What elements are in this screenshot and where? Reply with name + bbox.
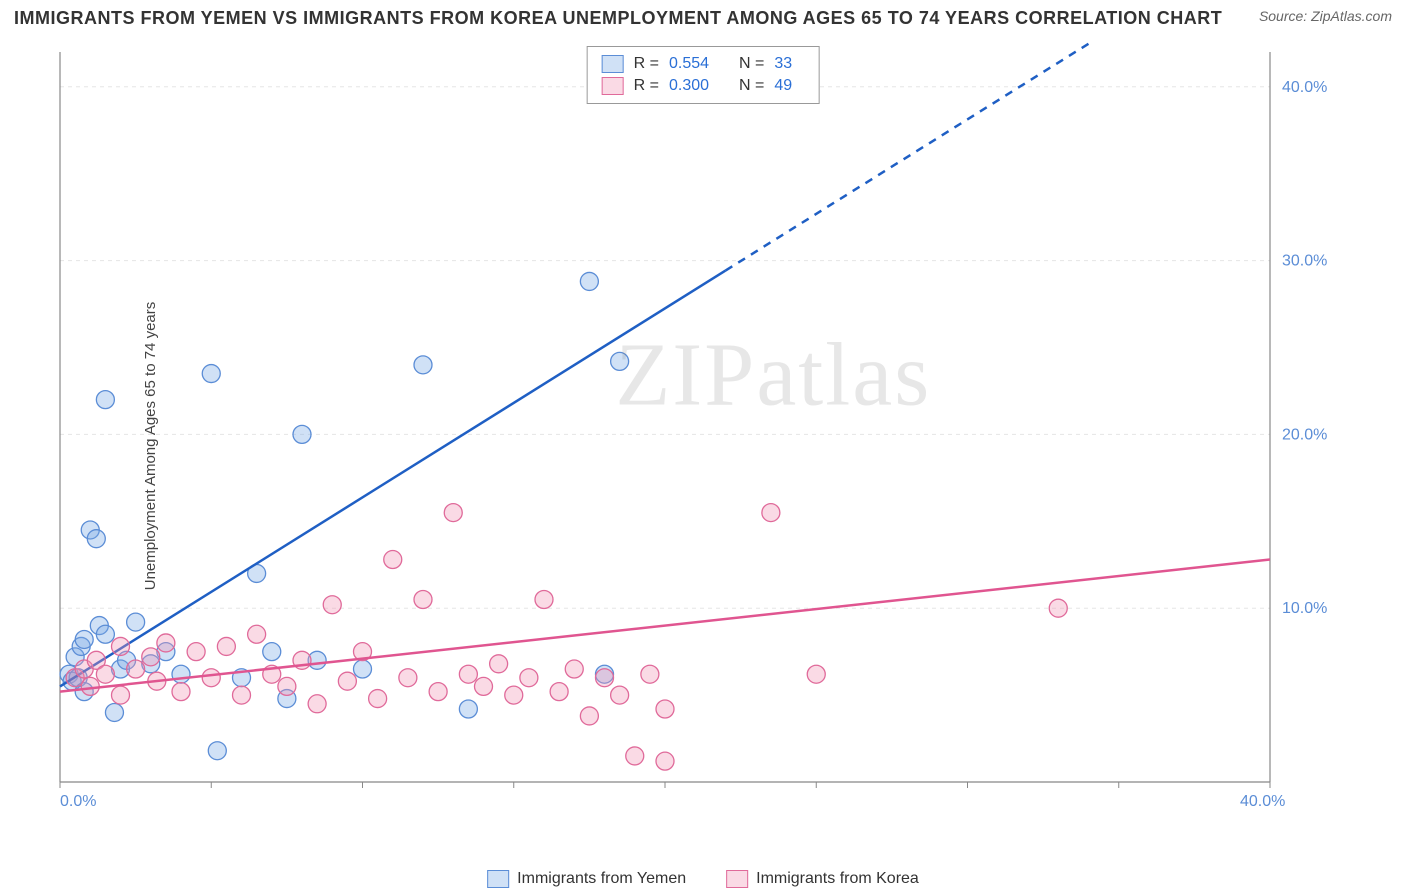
legend-row-korea: R = 0.300 N = 49 xyxy=(602,75,805,97)
svg-text:10.0%: 10.0% xyxy=(1282,600,1327,617)
n-value-korea: 49 xyxy=(774,77,804,95)
n-value-yemen: 33 xyxy=(774,55,804,73)
r-value-korea: 0.300 xyxy=(669,77,729,95)
swatch-korea xyxy=(602,77,624,95)
r-label: R = xyxy=(634,55,659,73)
correlation-legend: R = 0.554 N = 33 R = 0.300 N = 49 xyxy=(587,46,820,104)
svg-text:0.0%: 0.0% xyxy=(60,793,96,810)
svg-text:20.0%: 20.0% xyxy=(1282,426,1327,443)
swatch-yemen xyxy=(602,55,624,73)
plot-area: 10.0% 20.0% 30.0% 40.0% 0.0% 40.0% xyxy=(50,42,1340,822)
legend-row-yemen: R = 0.554 N = 33 xyxy=(602,53,805,75)
n-label: N = xyxy=(739,55,764,73)
legend-label-yemen: Immigrants from Yemen xyxy=(517,870,686,888)
r-label: R = xyxy=(634,77,659,95)
r-value-yemen: 0.554 xyxy=(669,55,729,73)
chart-header: IMMIGRANTS FROM YEMEN VS IMMIGRANTS FROM… xyxy=(14,8,1392,29)
legend-item-yemen: Immigrants from Yemen xyxy=(487,870,686,888)
chart-svg: 10.0% 20.0% 30.0% 40.0% 0.0% 40.0% xyxy=(50,42,1340,822)
svg-text:40.0%: 40.0% xyxy=(1240,793,1285,810)
chart-title: IMMIGRANTS FROM YEMEN VS IMMIGRANTS FROM… xyxy=(14,8,1222,29)
svg-text:40.0%: 40.0% xyxy=(1282,79,1327,96)
n-label: N = xyxy=(739,77,764,95)
legend-label-korea: Immigrants from Korea xyxy=(756,870,919,888)
source-label: Source: ZipAtlas.com xyxy=(1259,8,1392,24)
svg-text:30.0%: 30.0% xyxy=(1282,253,1327,270)
swatch-korea-icon xyxy=(726,870,748,888)
series-legend: Immigrants from Yemen Immigrants from Ko… xyxy=(487,870,919,888)
swatch-yemen-icon xyxy=(487,870,509,888)
legend-item-korea: Immigrants from Korea xyxy=(726,870,919,888)
